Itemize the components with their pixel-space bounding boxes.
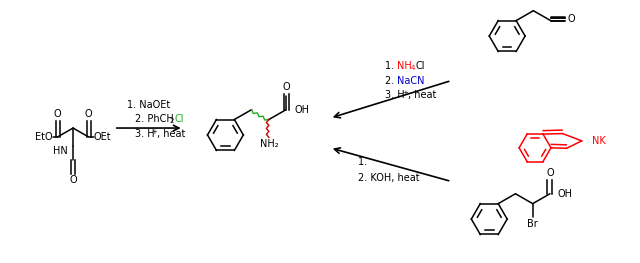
Text: HN: HN [53, 146, 68, 156]
Text: +: + [152, 129, 157, 135]
Text: NK: NK [592, 136, 605, 146]
Text: , heat: , heat [408, 90, 436, 100]
Text: Br: Br [527, 219, 538, 229]
Text: Cl: Cl [175, 114, 184, 124]
Text: O: O [69, 175, 77, 185]
Text: 3. H: 3. H [385, 90, 404, 100]
Text: NH: NH [397, 61, 412, 71]
Text: , heat: , heat [157, 129, 185, 139]
Text: O: O [546, 168, 554, 178]
Text: 2. PhCH: 2. PhCH [135, 114, 173, 124]
Text: Cl: Cl [415, 61, 425, 71]
Text: O: O [84, 109, 92, 119]
Text: 1.: 1. [385, 61, 397, 71]
Text: O: O [54, 109, 61, 119]
Text: +: + [403, 90, 408, 97]
Text: O: O [282, 82, 290, 92]
Text: 4: 4 [411, 65, 415, 71]
Text: NH₂: NH₂ [260, 139, 278, 149]
Text: O: O [568, 14, 575, 24]
Text: 2.: 2. [385, 75, 397, 85]
Text: OEt: OEt [93, 132, 111, 142]
Text: 2: 2 [170, 118, 174, 124]
Text: NaCN: NaCN [397, 75, 424, 85]
Text: 1.: 1. [358, 157, 370, 167]
Text: 2. KOH, heat: 2. KOH, heat [358, 173, 419, 183]
Text: OH: OH [294, 105, 309, 115]
Text: 3. H: 3. H [135, 129, 154, 139]
Text: 1. NaOEt: 1. NaOEt [127, 100, 170, 110]
Text: OH: OH [558, 189, 573, 199]
Text: EtO: EtO [35, 132, 52, 142]
